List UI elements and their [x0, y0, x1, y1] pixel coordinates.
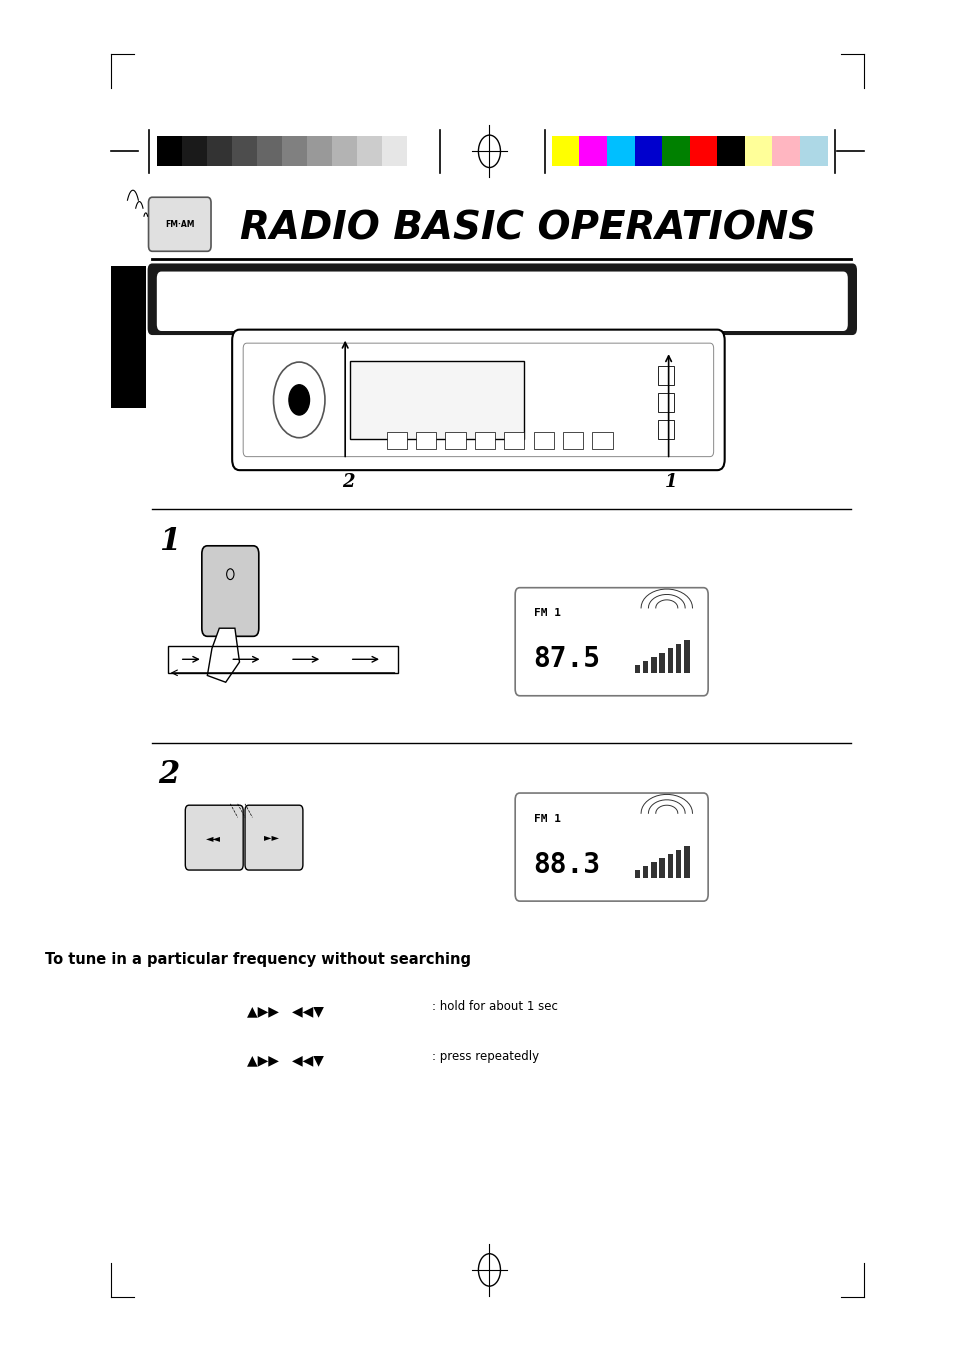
Bar [111, 266, 146, 408]
Bar [606, 136, 634, 166]
Bar [642, 661, 648, 673]
Bar [533, 432, 553, 449]
Bar [207, 136, 232, 166]
Bar [168, 646, 397, 673]
Bar [676, 850, 680, 878]
Bar [634, 665, 639, 673]
Bar [683, 846, 689, 878]
FancyBboxPatch shape [243, 343, 713, 457]
Bar [382, 136, 407, 166]
Text: 1: 1 [158, 526, 180, 557]
Bar [661, 136, 689, 166]
Bar [651, 862, 656, 878]
FancyBboxPatch shape [202, 546, 258, 636]
Bar [407, 136, 432, 166]
Text: FM·AM: FM·AM [165, 220, 194, 228]
Text: RADIO BASIC OPERATIONS: RADIO BASIC OPERATIONS [239, 209, 815, 247]
Bar [634, 870, 639, 878]
Bar [592, 432, 612, 449]
Bar [689, 136, 717, 166]
Bar [800, 136, 826, 166]
Bar [562, 432, 582, 449]
Bar [503, 432, 524, 449]
FancyBboxPatch shape [245, 805, 303, 870]
Text: : hold for about 1 sec: : hold for about 1 sec [432, 1000, 558, 1013]
Bar [657, 393, 674, 412]
Bar [667, 854, 673, 878]
Text: ►►: ►► [264, 832, 282, 843]
Text: 2: 2 [158, 759, 180, 790]
Bar [386, 432, 406, 449]
Bar [416, 432, 436, 449]
Bar [332, 136, 357, 166]
Bar [552, 136, 578, 166]
Text: ▲▶▶   ◀◀▼: ▲▶▶ ◀◀▼ [247, 1004, 324, 1017]
Bar [676, 644, 680, 673]
Text: FM 1: FM 1 [533, 608, 560, 619]
Text: FM 1: FM 1 [533, 813, 560, 824]
Text: 88.3: 88.3 [533, 851, 600, 878]
Bar [445, 432, 465, 449]
Bar [156, 136, 182, 166]
FancyBboxPatch shape [232, 330, 724, 470]
Text: 87.5: 87.5 [533, 646, 600, 673]
Bar [182, 136, 207, 166]
FancyBboxPatch shape [515, 793, 707, 901]
Bar [232, 136, 256, 166]
Bar [659, 653, 664, 673]
Bar [282, 136, 307, 166]
Bar [657, 420, 674, 439]
Text: : press repeatedly: : press repeatedly [432, 1050, 539, 1063]
Text: 2: 2 [341, 473, 354, 490]
FancyBboxPatch shape [185, 805, 243, 870]
FancyBboxPatch shape [148, 263, 856, 335]
Bar [475, 432, 495, 449]
Bar [717, 136, 744, 166]
Bar [772, 136, 800, 166]
Bar [657, 366, 674, 385]
Bar [634, 136, 661, 166]
Bar [256, 136, 282, 166]
Bar [667, 648, 673, 673]
Bar [651, 657, 656, 673]
FancyBboxPatch shape [149, 197, 211, 251]
Bar [578, 136, 606, 166]
Bar [307, 136, 332, 166]
Bar [744, 136, 772, 166]
Bar [357, 136, 382, 166]
Bar [642, 866, 648, 878]
Bar [683, 640, 689, 673]
Polygon shape [207, 628, 239, 682]
Text: ▲▶▶   ◀◀▼: ▲▶▶ ◀◀▼ [247, 1054, 324, 1067]
Circle shape [289, 385, 309, 415]
Text: ◄◄: ◄◄ [206, 832, 221, 843]
Bar [659, 858, 664, 878]
Text: To tune in a particular frequency without searching: To tune in a particular frequency withou… [45, 952, 471, 967]
Text: 1: 1 [664, 473, 677, 490]
Bar [350, 361, 524, 439]
FancyBboxPatch shape [515, 588, 707, 696]
FancyBboxPatch shape [156, 272, 847, 331]
